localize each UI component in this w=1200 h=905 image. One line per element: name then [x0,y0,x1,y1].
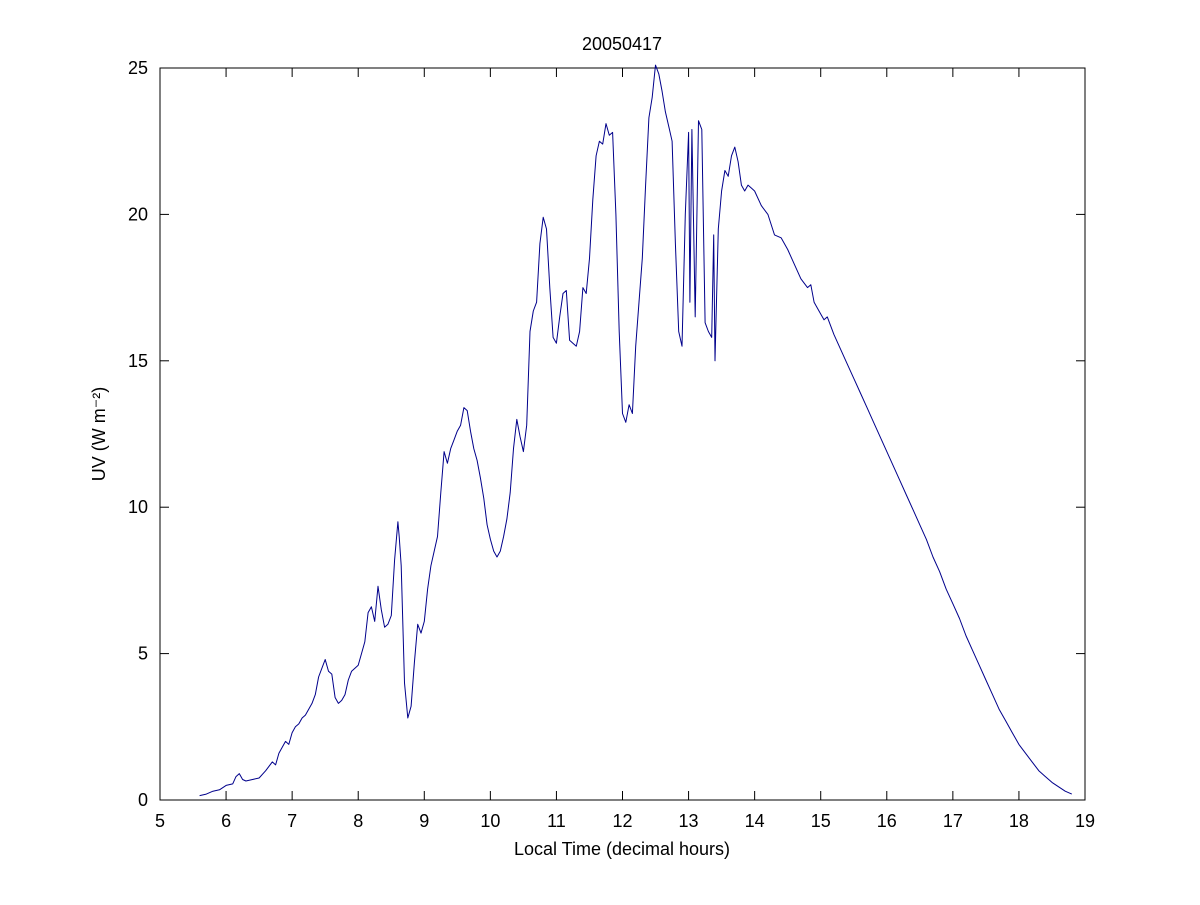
y-tick-label: 10 [128,497,148,517]
x-tick-label: 9 [419,811,429,831]
x-tick-label: 10 [480,811,500,831]
x-tick-label: 8 [353,811,363,831]
x-tick-label: 13 [679,811,699,831]
y-tick-label: 20 [128,204,148,224]
y-axis-label: UV (W m⁻²) [89,387,109,481]
x-axis-label: Local Time (decimal hours) [514,839,730,859]
chart-title: 20050417 [582,34,662,54]
y-tick-label: 0 [138,790,148,810]
x-tick-label: 6 [221,811,231,831]
y-tick-label: 5 [138,644,148,664]
x-tick-label: 5 [155,811,165,831]
y-tick-label: 25 [128,58,148,78]
uv-series-line [199,64,1073,797]
plot-box [159,67,1086,801]
x-tick-label: 18 [1009,811,1029,831]
x-tick-label: 15 [811,811,831,831]
x-tick-label: 17 [943,811,963,831]
x-tick-label: 14 [745,811,765,831]
x-tick-label: 7 [287,811,297,831]
x-tick-label: 16 [877,811,897,831]
x-tick-label: 11 [547,811,566,831]
x-tick-label: 19 [1075,811,1095,831]
y-tick-label: 15 [128,351,148,371]
x-tick-label: 12 [612,811,632,831]
